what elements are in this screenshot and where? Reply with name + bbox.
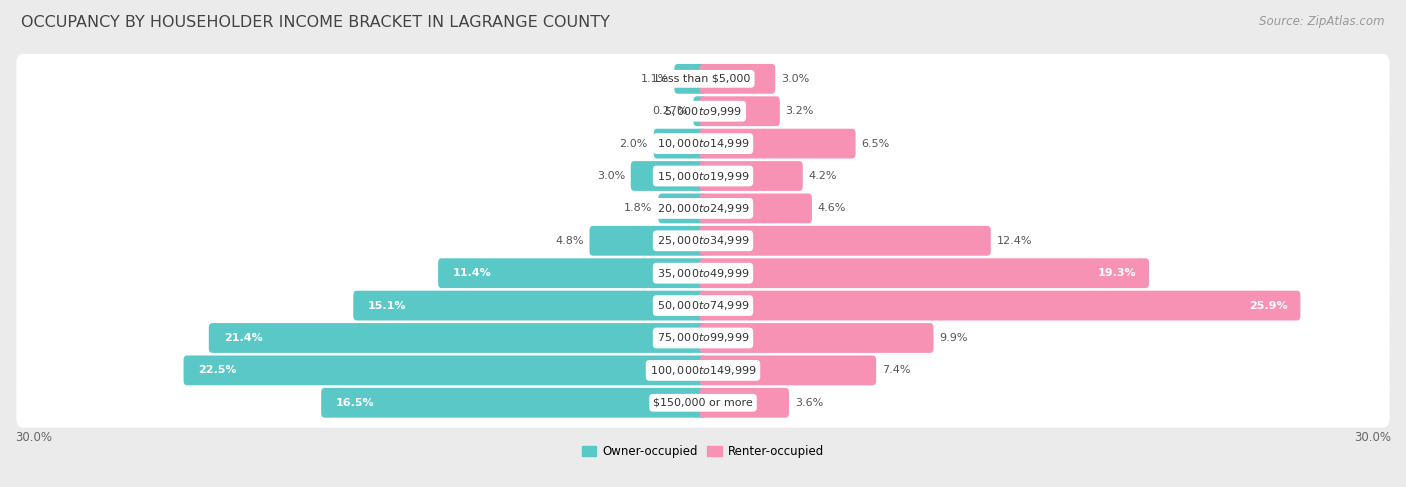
FancyBboxPatch shape <box>631 161 706 191</box>
FancyBboxPatch shape <box>700 356 876 385</box>
Text: 19.3%: 19.3% <box>1098 268 1136 278</box>
FancyBboxPatch shape <box>17 184 1389 233</box>
FancyBboxPatch shape <box>693 96 706 126</box>
Text: 4.2%: 4.2% <box>808 171 837 181</box>
Text: 1.1%: 1.1% <box>640 74 669 84</box>
FancyBboxPatch shape <box>17 378 1389 428</box>
FancyBboxPatch shape <box>17 345 1389 395</box>
Text: 21.4%: 21.4% <box>224 333 263 343</box>
Text: $5,000 to $9,999: $5,000 to $9,999 <box>664 105 742 118</box>
Text: 0.27%: 0.27% <box>652 106 688 116</box>
FancyBboxPatch shape <box>184 356 706 385</box>
FancyBboxPatch shape <box>17 281 1389 331</box>
Text: OCCUPANCY BY HOUSEHOLDER INCOME BRACKET IN LAGRANGE COUNTY: OCCUPANCY BY HOUSEHOLDER INCOME BRACKET … <box>21 15 610 30</box>
FancyBboxPatch shape <box>700 258 1149 288</box>
Text: 9.9%: 9.9% <box>939 333 967 343</box>
FancyBboxPatch shape <box>17 54 1389 104</box>
Text: $25,000 to $34,999: $25,000 to $34,999 <box>657 234 749 247</box>
Text: 12.4%: 12.4% <box>997 236 1032 246</box>
Text: 3.0%: 3.0% <box>780 74 810 84</box>
FancyBboxPatch shape <box>589 226 706 256</box>
Text: $10,000 to $14,999: $10,000 to $14,999 <box>657 137 749 150</box>
Text: $150,000 or more: $150,000 or more <box>654 398 752 408</box>
Text: 4.6%: 4.6% <box>818 204 846 213</box>
Text: 11.4%: 11.4% <box>453 268 492 278</box>
Text: $35,000 to $49,999: $35,000 to $49,999 <box>657 267 749 280</box>
Text: 15.1%: 15.1% <box>368 300 406 311</box>
Text: 6.5%: 6.5% <box>862 139 890 149</box>
FancyBboxPatch shape <box>675 64 706 94</box>
FancyBboxPatch shape <box>700 291 1301 320</box>
Text: 1.8%: 1.8% <box>624 204 652 213</box>
Text: $15,000 to $19,999: $15,000 to $19,999 <box>657 169 749 183</box>
FancyBboxPatch shape <box>353 291 706 320</box>
Legend: Owner-occupied, Renter-occupied: Owner-occupied, Renter-occupied <box>578 440 828 463</box>
Text: 3.0%: 3.0% <box>596 171 626 181</box>
Text: 3.6%: 3.6% <box>794 398 823 408</box>
FancyBboxPatch shape <box>17 86 1389 136</box>
FancyBboxPatch shape <box>208 323 706 353</box>
FancyBboxPatch shape <box>658 193 706 224</box>
Text: 30.0%: 30.0% <box>15 431 52 444</box>
FancyBboxPatch shape <box>321 388 706 418</box>
FancyBboxPatch shape <box>17 151 1389 201</box>
Text: $50,000 to $74,999: $50,000 to $74,999 <box>657 299 749 312</box>
FancyBboxPatch shape <box>17 119 1389 169</box>
FancyBboxPatch shape <box>700 96 780 126</box>
Text: $75,000 to $99,999: $75,000 to $99,999 <box>657 332 749 344</box>
FancyBboxPatch shape <box>700 161 803 191</box>
FancyBboxPatch shape <box>700 323 934 353</box>
Text: $20,000 to $24,999: $20,000 to $24,999 <box>657 202 749 215</box>
Text: Source: ZipAtlas.com: Source: ZipAtlas.com <box>1260 15 1385 28</box>
FancyBboxPatch shape <box>700 64 775 94</box>
FancyBboxPatch shape <box>17 313 1389 363</box>
Text: 4.8%: 4.8% <box>555 236 583 246</box>
Text: $100,000 to $149,999: $100,000 to $149,999 <box>650 364 756 377</box>
Text: 3.2%: 3.2% <box>786 106 814 116</box>
Text: 22.5%: 22.5% <box>198 365 238 375</box>
FancyBboxPatch shape <box>700 388 789 418</box>
Text: 2.0%: 2.0% <box>620 139 648 149</box>
FancyBboxPatch shape <box>700 129 855 158</box>
Text: Less than $5,000: Less than $5,000 <box>655 74 751 84</box>
Text: 7.4%: 7.4% <box>882 365 910 375</box>
FancyBboxPatch shape <box>700 193 811 224</box>
Text: 30.0%: 30.0% <box>1354 431 1391 444</box>
FancyBboxPatch shape <box>17 248 1389 298</box>
FancyBboxPatch shape <box>17 216 1389 266</box>
Text: 16.5%: 16.5% <box>336 398 374 408</box>
FancyBboxPatch shape <box>700 226 991 256</box>
FancyBboxPatch shape <box>654 129 706 158</box>
FancyBboxPatch shape <box>439 258 706 288</box>
Text: 25.9%: 25.9% <box>1249 300 1288 311</box>
